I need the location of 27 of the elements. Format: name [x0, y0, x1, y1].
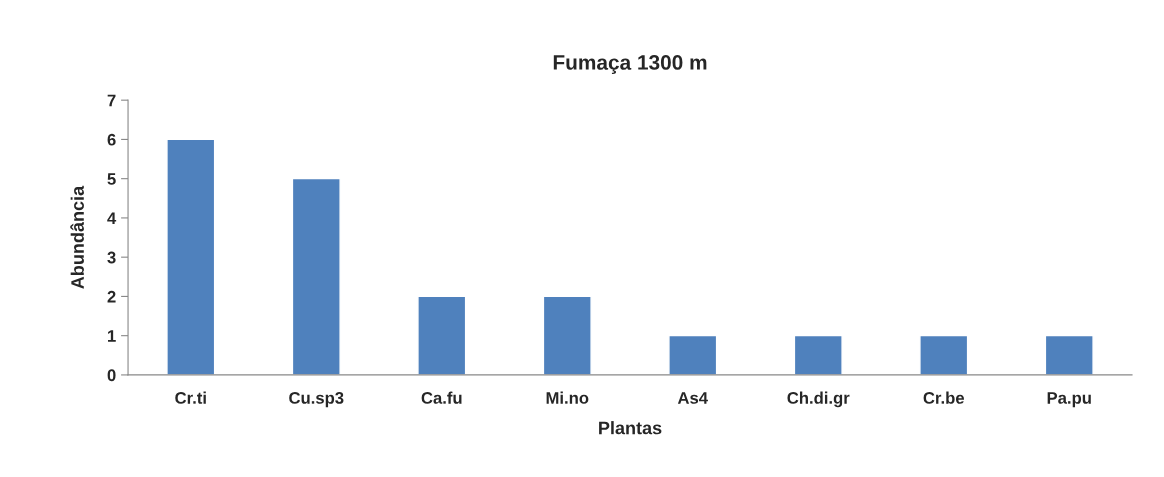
- bar: [919, 334, 969, 375]
- bar: [291, 177, 341, 375]
- x-tick-label: Cr.ti: [175, 391, 206, 404]
- x-tick-label: Cu.sp3: [289, 392, 344, 408]
- bar: [793, 334, 843, 375]
- y-tick-label: 0: [107, 369, 116, 382]
- x-tick-label: Pa.pu: [1047, 392, 1091, 408]
- bar: [417, 295, 467, 375]
- x-tick-label: Ch.di.gr: [787, 391, 850, 408]
- bar: [166, 138, 216, 375]
- bar: [542, 295, 592, 375]
- x-tick-label: Mi.no: [546, 391, 589, 404]
- chart-title: Fumaça 1300 m: [553, 55, 707, 74]
- x-tick-label: Ca.fu: [421, 391, 462, 404]
- bar: [1044, 334, 1094, 375]
- bar: [668, 334, 718, 375]
- x-axis-title: Plantas: [599, 421, 662, 435]
- y-tick-label: 2: [107, 290, 116, 303]
- y-tick-label: 3: [107, 251, 116, 264]
- y-axis-title: Abundância: [70, 185, 84, 289]
- x-tick-label: Cr.be: [923, 391, 965, 404]
- y-tick-label: 6: [107, 133, 116, 146]
- y-tick-label: 4: [107, 212, 117, 224]
- y-tick-label: 5: [107, 173, 116, 185]
- y-tick-label: 1: [108, 330, 116, 342]
- y-tick-label: 7: [107, 94, 116, 107]
- x-tick-label: As4: [677, 392, 708, 404]
